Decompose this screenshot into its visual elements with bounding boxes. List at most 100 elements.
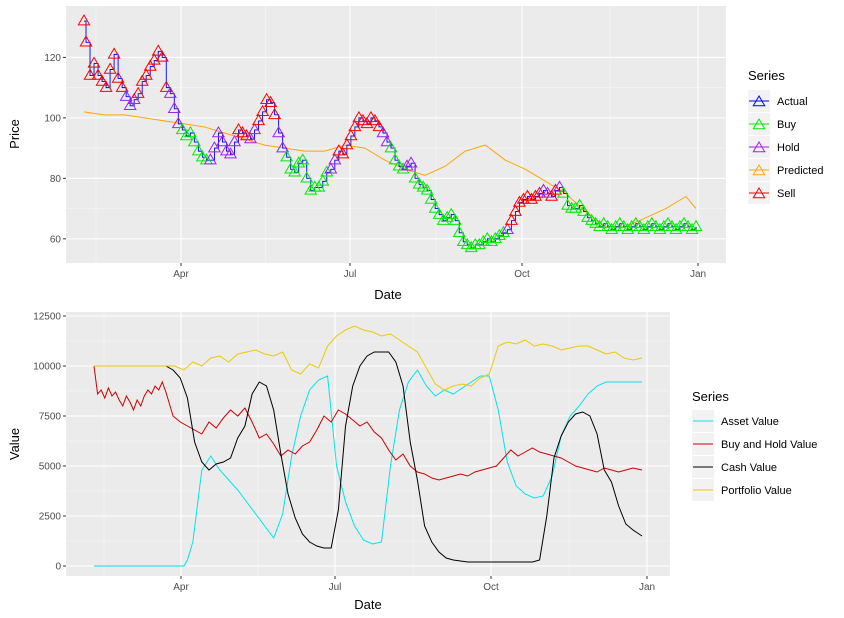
signal-point-sell — [83, 68, 97, 80]
signal-point-sell — [508, 204, 522, 216]
buy-and-hold-value-line — [93, 365, 643, 481]
signal-point-buy — [669, 222, 683, 234]
signal-point-hold — [207, 141, 221, 153]
signal-point-hold — [400, 159, 414, 171]
price-legend-label: Buy — [777, 119, 796, 131]
signal-point-buy — [653, 222, 667, 234]
price-legend-marker — [752, 95, 766, 107]
portfolio-value-line — [94, 325, 643, 391]
signal-point-buy — [488, 231, 502, 244]
signal-point-buy — [452, 225, 466, 237]
signal-point-sell — [111, 71, 125, 83]
price-legend-marker — [752, 118, 766, 130]
signal-point-sell — [155, 50, 169, 62]
signal-point-buy — [420, 183, 434, 195]
signal-point-sell — [524, 192, 539, 204]
signal-point-buy — [428, 201, 442, 213]
signal-point-sell — [139, 68, 153, 80]
price-legend-marker — [752, 164, 766, 176]
signal-point-sell — [95, 74, 109, 86]
signal-point-sell — [372, 119, 386, 132]
price-y-tick-label: 80 — [50, 174, 62, 185]
signal-point-sell — [79, 35, 93, 47]
signal-point-hold — [376, 125, 390, 138]
signal-point-buy — [432, 207, 446, 219]
signal-point-sell — [528, 189, 543, 201]
price-y-axis-title: Price — [7, 119, 22, 149]
signal-point-buy — [312, 180, 326, 192]
value-y-tick-label: 0 — [55, 562, 61, 573]
signal-point-buy — [657, 219, 671, 231]
signal-point-buy — [183, 125, 197, 138]
signal-point-sell — [143, 59, 157, 71]
value-x-tick-label: Jan — [639, 582, 655, 593]
signal-point-buy — [484, 234, 498, 247]
price-x-axis-title: Date — [374, 287, 401, 302]
price-legend-label: Hold — [777, 142, 800, 154]
signal-point-hold — [167, 101, 181, 114]
value-series — [93, 325, 643, 567]
signal-point-buy — [179, 129, 193, 141]
price-y-ticks: 60 80 100 120 — [44, 53, 66, 245]
signal-point-sell — [159, 80, 173, 92]
signal-point-buy — [191, 144, 205, 156]
signal-point-buy — [609, 219, 623, 231]
price-legend-marker — [752, 141, 766, 153]
signal-point-sell — [504, 213, 518, 225]
signal-point-sell — [151, 44, 165, 56]
price-gridlines — [66, 6, 726, 263]
value-x-tick-label: Apr — [173, 582, 189, 593]
signal-point-hold — [203, 153, 217, 165]
signal-point-hold — [215, 135, 230, 147]
signal-point-hold — [404, 156, 418, 168]
asset-value-line — [94, 369, 642, 567]
value-y-axis-title: Value — [7, 428, 22, 460]
price-legend-label: Sell — [777, 188, 795, 200]
value-x-tick-label: Oct — [483, 582, 499, 593]
signal-point-sell — [77, 14, 91, 26]
signal-point-sell — [103, 62, 117, 74]
value-legend-title: Series — [692, 389, 729, 404]
signal-point-buy — [396, 162, 410, 174]
price-legend-marker — [752, 187, 766, 199]
signal-point-buy — [187, 135, 201, 147]
signal-point-buy — [637, 222, 651, 234]
signal-point-sell — [91, 68, 105, 80]
signal-point-sell — [336, 147, 350, 159]
signal-point-buy — [573, 198, 587, 210]
signal-point-buy — [621, 222, 635, 234]
signal-point-buy — [288, 165, 302, 177]
signal-point-buy — [280, 150, 294, 162]
price-legend-label: Predicted — [777, 165, 823, 177]
value-x-tick-label: Jul — [329, 582, 342, 593]
signal-point-buy — [476, 234, 490, 247]
signal-point-sell — [131, 86, 145, 98]
signal-point-sell — [348, 119, 362, 132]
signal-point-hold — [500, 222, 514, 234]
signal-point-buy — [320, 165, 334, 177]
price-legend: Series Actual Buy Hold Predicted Sell — [748, 68, 823, 204]
value-panel-background — [66, 312, 670, 576]
signal-point-buy — [436, 213, 450, 225]
signal-point-sell — [251, 113, 266, 126]
signal-point-buy — [292, 156, 306, 168]
signal-point-sell — [256, 104, 270, 117]
signal-point-buy — [673, 219, 687, 231]
cash-value-line — [94, 351, 643, 563]
signal-point-buy — [384, 141, 398, 153]
signal-point-sell — [368, 113, 382, 126]
signal-point-buy — [175, 122, 189, 135]
signal-point-sell — [268, 107, 282, 120]
signal-point-buy — [424, 192, 438, 204]
signal-point-hold — [127, 92, 141, 104]
signal-point-buy — [577, 204, 591, 216]
signal-point-hold — [171, 116, 185, 129]
price-series — [77, 14, 703, 253]
signal-point-buy — [408, 171, 422, 183]
value-y-ticks: 0 2500 5000 7500 10000 12500 — [33, 312, 66, 573]
value-y-tick-label: 5000 — [39, 462, 62, 473]
value-legend-label: Buy and Hold Value — [721, 439, 817, 451]
price-y-tick-label: 60 — [50, 234, 62, 245]
signal-point-hold — [227, 135, 242, 147]
